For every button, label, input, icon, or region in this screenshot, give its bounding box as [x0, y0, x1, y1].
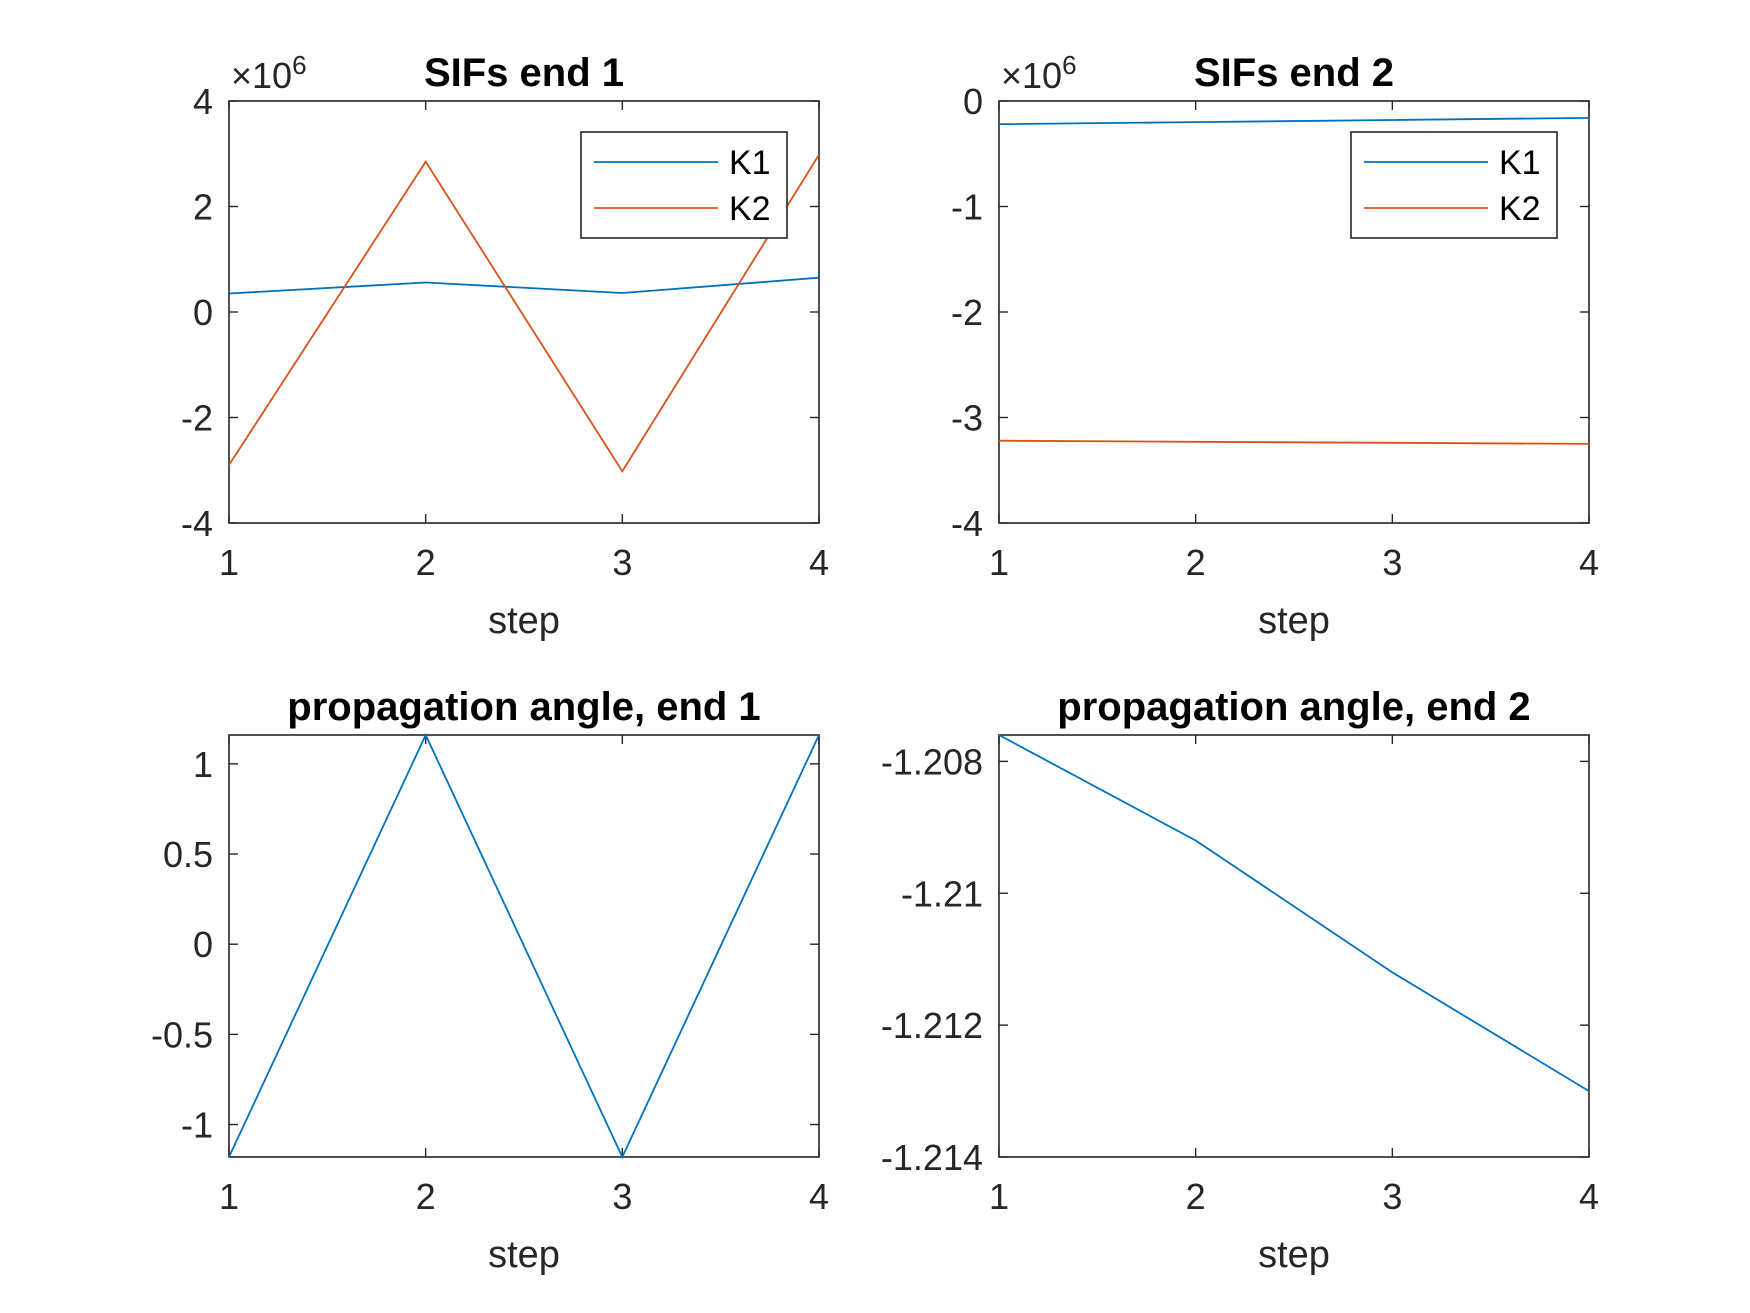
- x-tick-label: 4: [1579, 542, 1599, 583]
- x-tick-label: 2: [416, 542, 436, 583]
- series-line-k1: [998, 117, 1590, 126]
- axis-exponent-power: 6: [292, 50, 306, 80]
- series-line-k2: [228, 154, 820, 473]
- axis-exponent: ×106: [1001, 50, 1077, 96]
- chart-panel-3: 1 2 3 4 -1 -0.5 0 0.5 1 step propagation angle, en…: [151, 685, 829, 1276]
- legend-label: K1: [729, 144, 771, 182]
- y-tick-label: -1: [181, 1105, 213, 1146]
- x-axis-label: step: [488, 1234, 560, 1276]
- legend-label: K1: [1499, 144, 1541, 182]
- y-tick-label: 0: [963, 81, 983, 122]
- y-tick-label: -1.214: [881, 1137, 983, 1178]
- y-tick-label: -0.5: [151, 1014, 213, 1055]
- series-line-1: [228, 732, 820, 1160]
- y-tick-label: -1: [951, 187, 983, 228]
- axis-exponent: ×106: [231, 50, 307, 96]
- y-tick-label: -4: [951, 503, 983, 544]
- legend-label: K2: [729, 190, 771, 228]
- y-tick-label: -2: [951, 292, 983, 333]
- y-tick-label: -1.21: [901, 873, 983, 914]
- x-tick-label: 1: [219, 542, 239, 583]
- plot-area: [998, 734, 1590, 1158]
- x-tick-label: 2: [416, 1176, 436, 1217]
- x-tick-label: 3: [1382, 1176, 1402, 1217]
- x-tick-label: 4: [809, 542, 829, 583]
- y-tick-label: -1.208: [881, 741, 983, 782]
- legend-box: [580, 131, 788, 239]
- x-axis-label: step: [1258, 600, 1330, 642]
- series-line-k2: [998, 439, 1590, 445]
- y-tick-label: -2: [181, 398, 213, 439]
- legend-box: [1350, 131, 1558, 239]
- x-tick-label: 3: [612, 1176, 632, 1217]
- y-tick-label: -4: [181, 503, 213, 544]
- y-tick-label: 0.5: [163, 834, 213, 875]
- chart-title: propagation angle, end 1: [287, 685, 760, 729]
- x-tick-label: 1: [219, 1176, 239, 1217]
- x-tick-label: 4: [1579, 1176, 1599, 1217]
- chart-title: propagation angle, end 2: [1057, 685, 1530, 729]
- x-tick-label: 2: [1186, 542, 1206, 583]
- y-tick-label: -3: [951, 398, 983, 439]
- y-tick-label: 0: [193, 924, 213, 965]
- y-tick-label: 2: [193, 187, 213, 228]
- chart-title: SIFs end 1: [424, 51, 624, 95]
- y-tick-label: 4: [193, 81, 213, 122]
- y-tick-label: -1.212: [881, 1005, 983, 1046]
- chart-title: SIFs end 2: [1194, 51, 1394, 95]
- x-tick-label: 3: [1382, 542, 1402, 583]
- x-tick-label: 1: [989, 542, 1009, 583]
- series-line-1: [998, 734, 1590, 1092]
- legend-label: K2: [1499, 190, 1541, 228]
- chart-panel-4: 1 2 3 4 -1.214 -1.212 -1.21 -1.208 step propagati…: [881, 685, 1599, 1276]
- x-axis-label: step: [1258, 1234, 1330, 1276]
- series-line-k1: [228, 276, 820, 295]
- x-tick-label: 3: [612, 542, 632, 583]
- x-axis-label: step: [488, 600, 560, 642]
- x-tick-label: 2: [1186, 1176, 1206, 1217]
- x-tick-label: 4: [809, 1176, 829, 1217]
- y-tick-label: 0: [193, 292, 213, 333]
- x-tick-label: 1: [989, 1176, 1009, 1217]
- axis-exponent-power: 6: [1062, 50, 1076, 80]
- y-tick-label: 1: [193, 744, 213, 785]
